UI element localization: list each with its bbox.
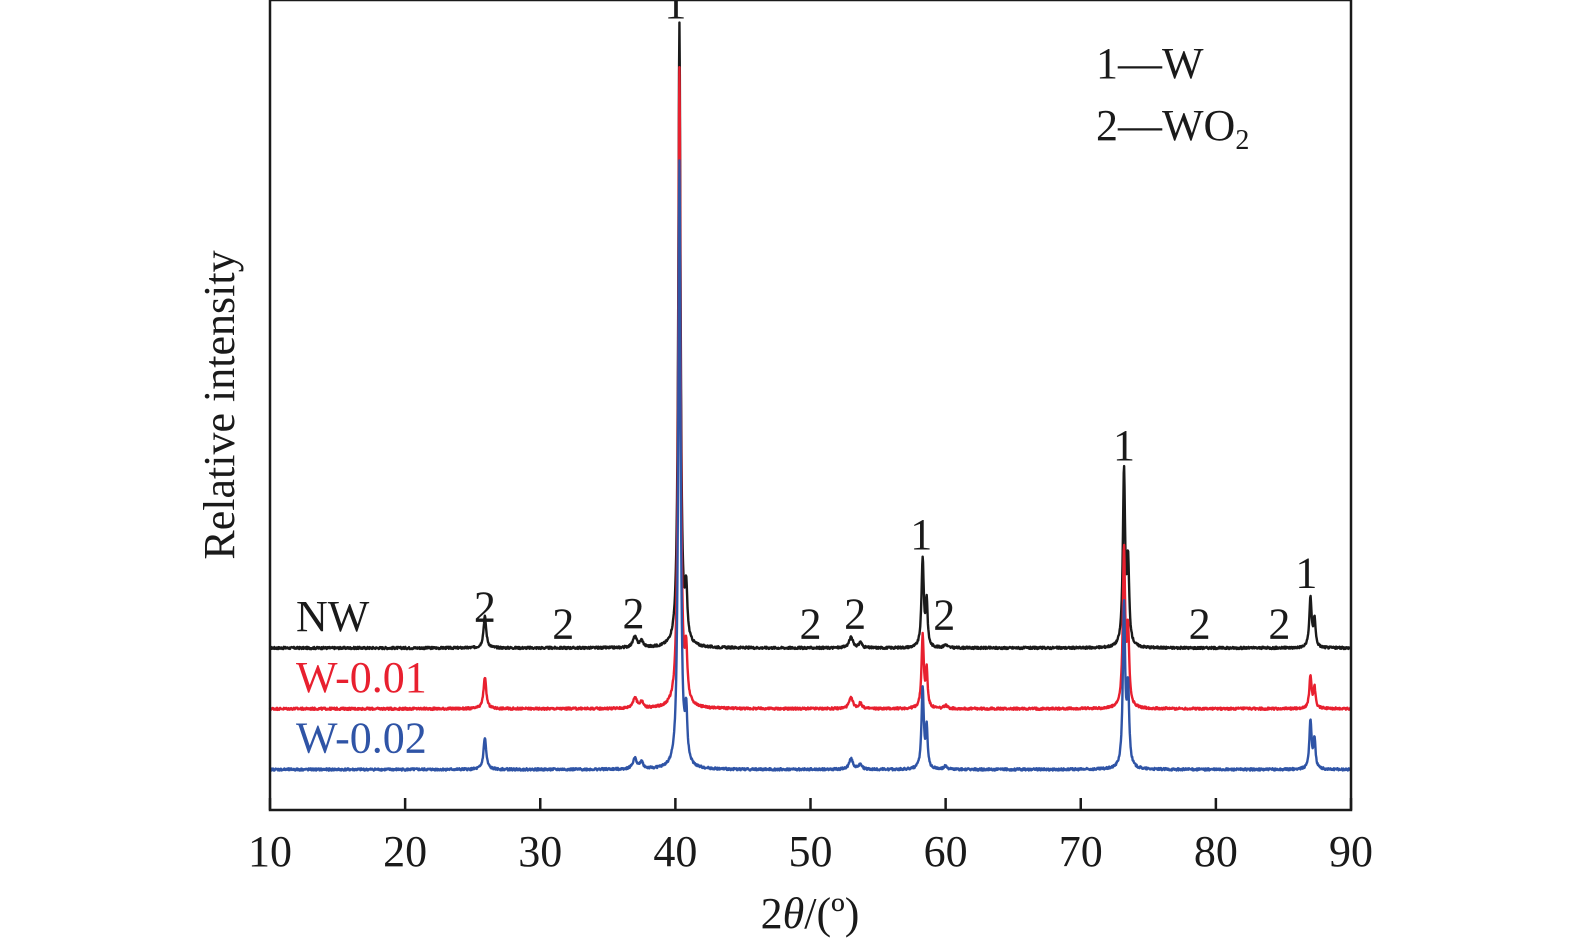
peak-label-2: 2	[800, 599, 822, 648]
x-tick-label: 60	[924, 827, 968, 876]
x-tick-label: 80	[1194, 827, 1238, 876]
peak-label-2: 2	[622, 589, 644, 638]
legend-entry-1: 1—W	[1096, 39, 1204, 88]
peak-label-2: 2	[1189, 599, 1211, 648]
x-tick-label: 30	[518, 827, 562, 876]
x-axis-title-suffix: /(º)	[804, 889, 859, 938]
peak-label-1: 1	[664, 0, 686, 28]
x-axis-title-prefix: 2	[761, 889, 783, 938]
legend-entry-1-dash: —	[1117, 39, 1163, 88]
legend-entry-1-phase: W	[1162, 39, 1204, 88]
x-tick-label: 40	[653, 827, 697, 876]
series-line-w-0-01	[268, 66, 1352, 712]
peak-label-1: 1	[1295, 548, 1317, 597]
x-tick-label: 50	[789, 827, 833, 876]
series-label: NW	[296, 592, 370, 641]
peak-label-1: 1	[910, 510, 932, 559]
legend-entry-2-num: 2	[1096, 101, 1118, 150]
legend-entry-2-dash: —	[1117, 101, 1163, 150]
series-group	[268, 21, 1352, 772]
peak-label-2: 2	[933, 590, 955, 639]
series-names: NW W-0.01 W-0.02	[296, 592, 427, 763]
x-tick-label: 10	[248, 827, 292, 876]
x-axis-title: 2θ/(º)	[761, 889, 860, 938]
series-label: W-0.02	[296, 714, 427, 763]
x-tick-label: 90	[1329, 827, 1373, 876]
legend-entry-2-subscript: 2	[1235, 125, 1249, 156]
legend-entry-2: 2—WO2	[1096, 101, 1249, 156]
peak-label-1: 1	[1113, 421, 1135, 470]
legend-entry-1-num: 1	[1096, 39, 1118, 88]
x-axis-ticks: 10 20 30 40 50 60 70 80 90	[248, 798, 1373, 876]
series-label: W-0.01	[296, 653, 427, 702]
peak-label-2: 2	[552, 599, 574, 648]
peak-label-2: 2	[844, 590, 866, 639]
peak-label-2: 2	[474, 582, 496, 631]
peak-label-2: 2	[1268, 599, 1290, 648]
series-line-w-0-02	[269, 159, 1352, 772]
legend-entry-2-phase: WO	[1162, 101, 1235, 150]
series-line-nw	[269, 21, 1352, 651]
legend: 1—W 2—WO2	[1096, 39, 1249, 156]
x-tick-label: 70	[1059, 827, 1103, 876]
x-tick-label: 20	[383, 827, 427, 876]
y-axis-title: Relative intensity	[195, 250, 244, 559]
x-axis-title-theta: θ	[783, 889, 805, 938]
